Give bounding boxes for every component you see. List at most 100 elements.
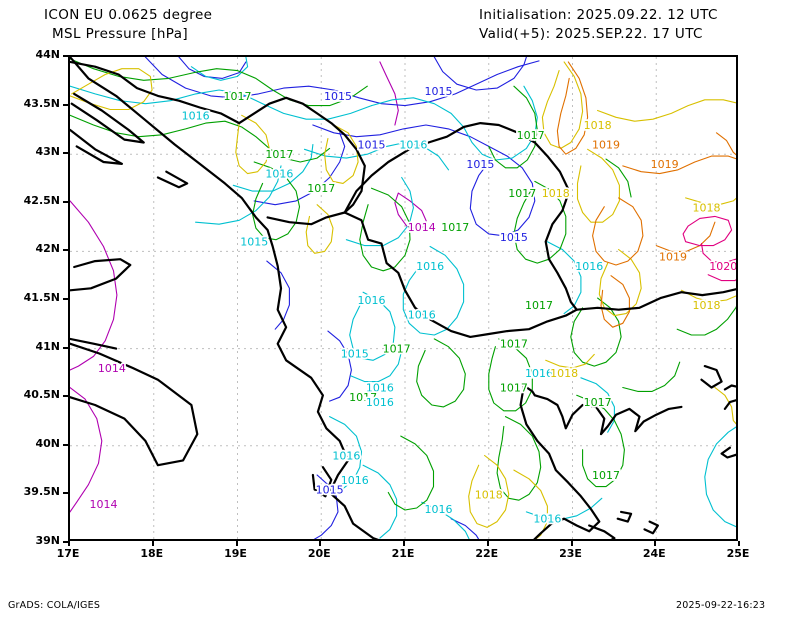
- contour-label: 1016: [575, 260, 603, 273]
- contour-label-halo: 1015: [324, 90, 352, 103]
- contour-label: 1018: [475, 488, 503, 501]
- contour-label: 1015: [500, 231, 528, 244]
- contour-label-halo: 1018: [693, 202, 721, 215]
- contour-label-halo: 1016: [399, 138, 427, 151]
- contour-label: 1017: [525, 299, 553, 312]
- y-axis-tick: [63, 152, 68, 155]
- contour-label: 1017: [500, 381, 528, 394]
- y-axis-tick: [63, 249, 68, 252]
- contour-label-halo: 1015: [500, 231, 528, 244]
- x-axis-tick-label: 19E: [224, 547, 247, 560]
- contour-label-halo: 1016: [408, 309, 436, 322]
- contour-label-halo: 1020: [709, 260, 736, 273]
- x-axis-tick: [486, 541, 489, 546]
- field-title: MSL Pressure [hPa]: [52, 26, 189, 42]
- y-axis-tick: [63, 103, 68, 106]
- contour-label: 1018: [550, 367, 578, 380]
- contour-label: 1017: [224, 90, 252, 103]
- contour-label-halo: 1017: [224, 90, 252, 103]
- contour-label: 1017: [584, 396, 612, 409]
- contour-label-halo: 1017: [441, 221, 469, 234]
- coastlines: [70, 57, 736, 539]
- y-axis-tick-label: 41N: [35, 339, 60, 353]
- y-axis-tick-label: 39N: [35, 534, 60, 547]
- map-plot-area: 1017 1017 1016 1016 1015 1015 1015 1015 1017 1017…: [68, 55, 738, 541]
- contour-label-halo: 1015: [341, 347, 369, 360]
- contour-label: 1016: [358, 294, 386, 307]
- y-axis-tick-label: 41.5N: [23, 291, 60, 304]
- contour-label: 1016: [341, 474, 369, 487]
- contour-label-halo: 1015: [316, 484, 344, 497]
- contour-label-halo: 1017: [307, 182, 335, 195]
- x-axis-tick: [654, 541, 657, 546]
- contour-label: 1015: [466, 158, 494, 171]
- contour-label: 1018: [542, 187, 570, 200]
- y-axis-tick: [63, 55, 68, 57]
- contour-label: 1017: [307, 182, 335, 195]
- contour-label-halo: 1016: [366, 381, 394, 394]
- contour-label-halo: 1016: [425, 503, 453, 516]
- contour-label: 1016: [416, 260, 444, 273]
- contour-label-halo: 1016: [416, 260, 444, 273]
- contour-label-halo: 1015: [466, 158, 494, 171]
- y-axis-tick: [63, 443, 68, 446]
- contour-label: 1017: [265, 148, 293, 161]
- contour-label: 1018: [693, 299, 721, 312]
- contour-label: 1016: [265, 168, 293, 181]
- x-axis-tick: [151, 541, 154, 546]
- contour-label-halo: 1016: [366, 396, 394, 409]
- contour-label-halo: 1017: [508, 187, 536, 200]
- contour-label: 1017: [508, 187, 536, 200]
- contour-label: 1019: [651, 158, 679, 171]
- contour-label-halo: 1017: [265, 148, 293, 161]
- x-axis-tick-label: 20E: [307, 547, 331, 560]
- x-axis-tick-label: 18E: [140, 547, 164, 560]
- contour-label-halo: 1016: [533, 513, 561, 526]
- contour-label-halo: 1014: [98, 362, 126, 375]
- y-axis-tick: [63, 346, 68, 349]
- contour-label-halo: 1015: [240, 236, 268, 249]
- contour-label-halo: 1016: [341, 474, 369, 487]
- x-axis-tick-label: 22E: [475, 547, 499, 560]
- x-axis-tick-label: 24E: [642, 547, 666, 560]
- contour-label-halo: 1017: [592, 469, 620, 482]
- contour-label: 1016: [332, 450, 360, 463]
- contour-label: 1014: [90, 498, 118, 511]
- contour-label: 1020: [709, 260, 736, 273]
- y-axis-tick-label: 40N: [35, 436, 60, 450]
- contour-label-halo: 1016: [182, 109, 210, 122]
- contour-label: 1015: [316, 484, 344, 497]
- contour-label: 1015: [358, 138, 386, 151]
- contour-label: 1016: [533, 513, 561, 526]
- y-axis-tick: [63, 541, 68, 543]
- contour-label: 1017: [441, 221, 469, 234]
- contour-label: 1015: [240, 236, 268, 249]
- contour-label-halo: 1018: [475, 488, 503, 501]
- contour-label: 1016: [425, 503, 453, 516]
- contour-label-halo: 1016: [575, 260, 603, 273]
- y-axis-tick-label: 40.5N: [23, 388, 60, 402]
- y-axis-tick-label: 39.5N: [23, 485, 60, 499]
- contour-label-halo: 1015: [358, 138, 386, 151]
- initialisation-time: Initialisation: 2025.09.22. 12 UTC: [479, 7, 718, 23]
- contour-label: 1019: [592, 138, 620, 151]
- contour-label: 1016: [399, 138, 427, 151]
- render-timestamp: 2025-09-22-16:23: [676, 600, 766, 611]
- contour-label: 1015: [324, 90, 352, 103]
- y-axis-tick: [63, 298, 68, 300]
- contour-label-halo: 1018: [693, 299, 721, 312]
- x-axis-tick: [403, 541, 405, 546]
- y-axis-tick: [63, 492, 68, 495]
- x-axis-tick: [235, 541, 238, 546]
- contour-label-halo: 1019: [659, 250, 687, 263]
- contour-label: 1015: [341, 347, 369, 360]
- contour-label: 1016: [366, 381, 394, 394]
- y-axis-tick-label: 44N: [35, 48, 60, 61]
- gridlines: [70, 57, 736, 539]
- y-axis-tick: [63, 200, 68, 203]
- contour-label: 1014: [98, 362, 126, 375]
- contour-label: 1018: [693, 202, 721, 215]
